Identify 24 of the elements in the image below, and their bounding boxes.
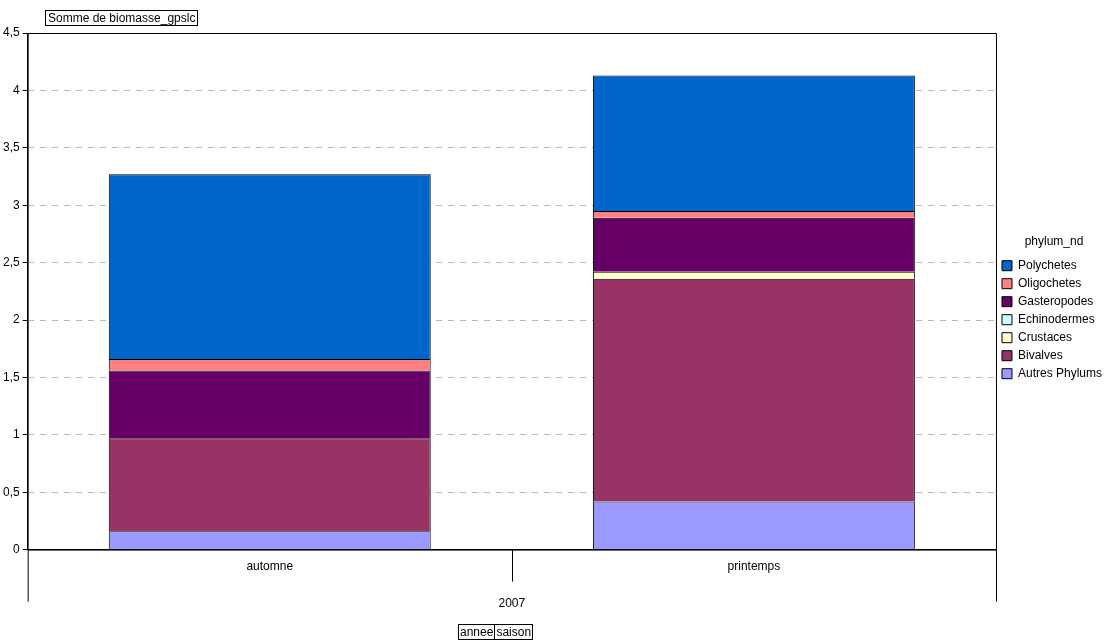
text: saison	[494, 624, 534, 640]
legend-label: Bivalves	[1017, 348, 1063, 363]
y-tick-label: 1,5	[2, 369, 20, 384]
y-tick-label: 0,5	[2, 484, 20, 499]
y-tick-label: 4	[12, 82, 20, 97]
y-tick-label: 0	[12, 541, 20, 556]
legend-title: phylum_nd	[1024, 233, 1084, 248]
legend-label: Autres Phylums	[1017, 366, 1102, 381]
text: 2007	[498, 595, 526, 610]
y-tick-label: 3,5	[2, 140, 20, 155]
y-tick-label: 4,5	[2, 25, 20, 40]
legend-label: Echinodermes	[1017, 312, 1095, 327]
y-tick-label: 1	[12, 427, 20, 442]
x-tick-label: automne	[246, 559, 294, 574]
chart-title: Somme de biomasse_gpslc	[45, 10, 199, 26]
y-tick-label: 3	[12, 197, 20, 212]
legend-label: Oligochetes	[1017, 276, 1082, 291]
legend-label: Crustaces	[1017, 330, 1072, 345]
legend-label: Gasteropodes	[1017, 294, 1094, 309]
x-tick-label: printemps	[727, 559, 781, 574]
text: annee	[458, 624, 496, 640]
y-tick-label: 2,5	[2, 254, 20, 269]
y-tick-label: 2	[12, 312, 20, 327]
legend-label: Polychetes	[1017, 258, 1077, 273]
